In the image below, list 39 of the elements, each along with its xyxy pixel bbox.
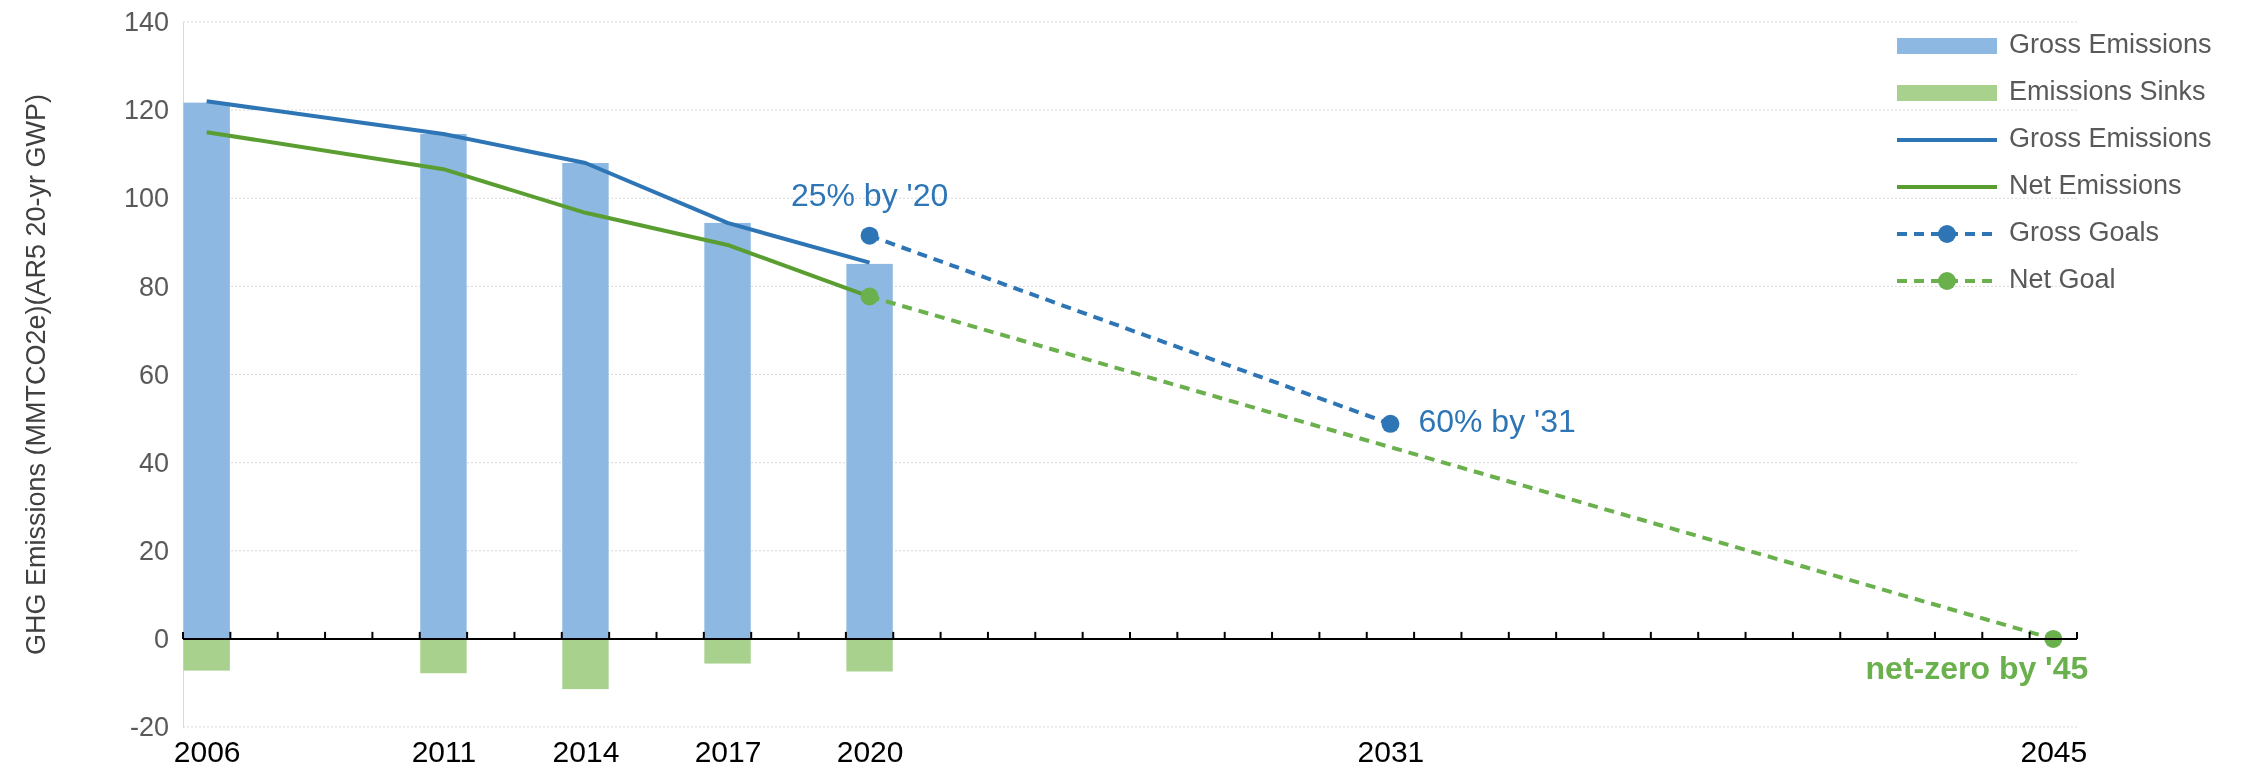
y-tick-label: 140 xyxy=(123,7,169,38)
y-tick-label: 100 xyxy=(123,183,169,214)
legend-label: Gross Goals xyxy=(2009,217,2160,248)
y-tick-label: 40 xyxy=(138,447,169,478)
annotation: 25% by '20 xyxy=(790,176,949,213)
legend-label: Net Emissions xyxy=(2009,170,2182,201)
x-tick-label: 2014 xyxy=(552,735,620,769)
bar xyxy=(562,163,609,639)
x-tick-label: 2020 xyxy=(836,735,904,769)
point xyxy=(860,226,879,245)
bar xyxy=(562,638,609,690)
annotation: net-zero by '45 xyxy=(1865,649,2089,686)
bar xyxy=(846,263,893,639)
legend-label: Gross Emissions xyxy=(2009,123,2212,154)
bar xyxy=(420,638,467,674)
x-tick-label: 2031 xyxy=(1357,735,1425,769)
bar xyxy=(704,222,751,639)
legend-label: Net Goal xyxy=(2009,264,2116,295)
legend-label: Gross Emissions xyxy=(2009,29,2212,60)
bar xyxy=(846,638,893,672)
annotation: 60% by '31 xyxy=(1418,403,1576,440)
y-tick-label: 20 xyxy=(138,535,169,566)
bar xyxy=(183,102,230,639)
point xyxy=(1381,414,1400,433)
y-tick-label: 80 xyxy=(138,271,169,302)
y-tick-label: 60 xyxy=(138,359,169,390)
bar xyxy=(183,638,230,671)
bar xyxy=(420,133,467,639)
x-tick-label: 2006 xyxy=(173,735,241,769)
x-tick-label: 2011 xyxy=(411,735,477,769)
legend-label: Emissions Sinks xyxy=(2009,76,2206,107)
x-tick-label: 2017 xyxy=(694,735,762,769)
y-tick-label: 0 xyxy=(153,624,169,655)
y-axis-title: GHG Emissions (MMTCO2e)(AR5 20-yr GWP) xyxy=(21,93,52,656)
x-tick-label: 2045 xyxy=(2020,735,2088,769)
bar xyxy=(704,638,751,664)
y-tick-label: 120 xyxy=(123,95,169,126)
y-tick-label: -20 xyxy=(129,712,169,743)
point xyxy=(860,287,879,306)
